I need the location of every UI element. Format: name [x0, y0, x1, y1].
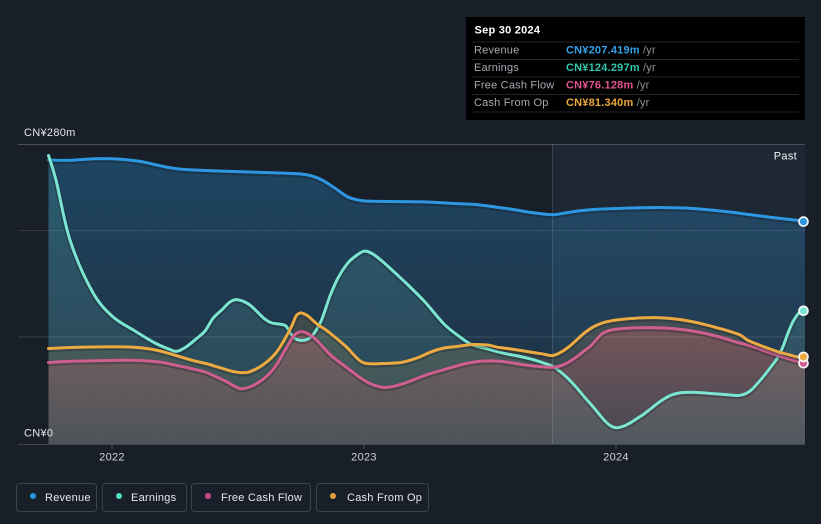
- svg-text:Earnings: Earnings: [131, 492, 177, 504]
- svg-text:2022: 2022: [99, 452, 125, 464]
- svg-text:CN¥0: CN¥0: [24, 428, 53, 440]
- svg-text:CN¥124.297m /yr: CN¥124.297m /yr: [566, 62, 656, 74]
- svg-text:Free Cash Flow: Free Cash Flow: [221, 492, 302, 504]
- svg-text:2024: 2024: [603, 452, 629, 464]
- svg-text:Cash From Op: Cash From Op: [347, 492, 422, 504]
- svg-text:Revenue: Revenue: [474, 45, 519, 57]
- svg-text:CN¥207.419m /yr: CN¥207.419m /yr: [566, 45, 656, 57]
- svg-text:CN¥76.128m /yr: CN¥76.128m /yr: [566, 80, 650, 92]
- svg-text:Earnings: Earnings: [474, 62, 519, 74]
- svg-text:Sep 30 2024: Sep 30 2024: [475, 25, 541, 37]
- svg-text:2023: 2023: [351, 452, 377, 464]
- svg-text:Revenue: Revenue: [45, 492, 91, 504]
- svg-text:Free Cash Flow: Free Cash Flow: [474, 80, 554, 92]
- svg-text:CN¥81.340m /yr: CN¥81.340m /yr: [566, 97, 650, 109]
- svg-text:Cash From Op: Cash From Op: [474, 97, 549, 109]
- svg-text:Past: Past: [774, 151, 797, 163]
- svg-text:CN¥280m: CN¥280m: [24, 127, 76, 139]
